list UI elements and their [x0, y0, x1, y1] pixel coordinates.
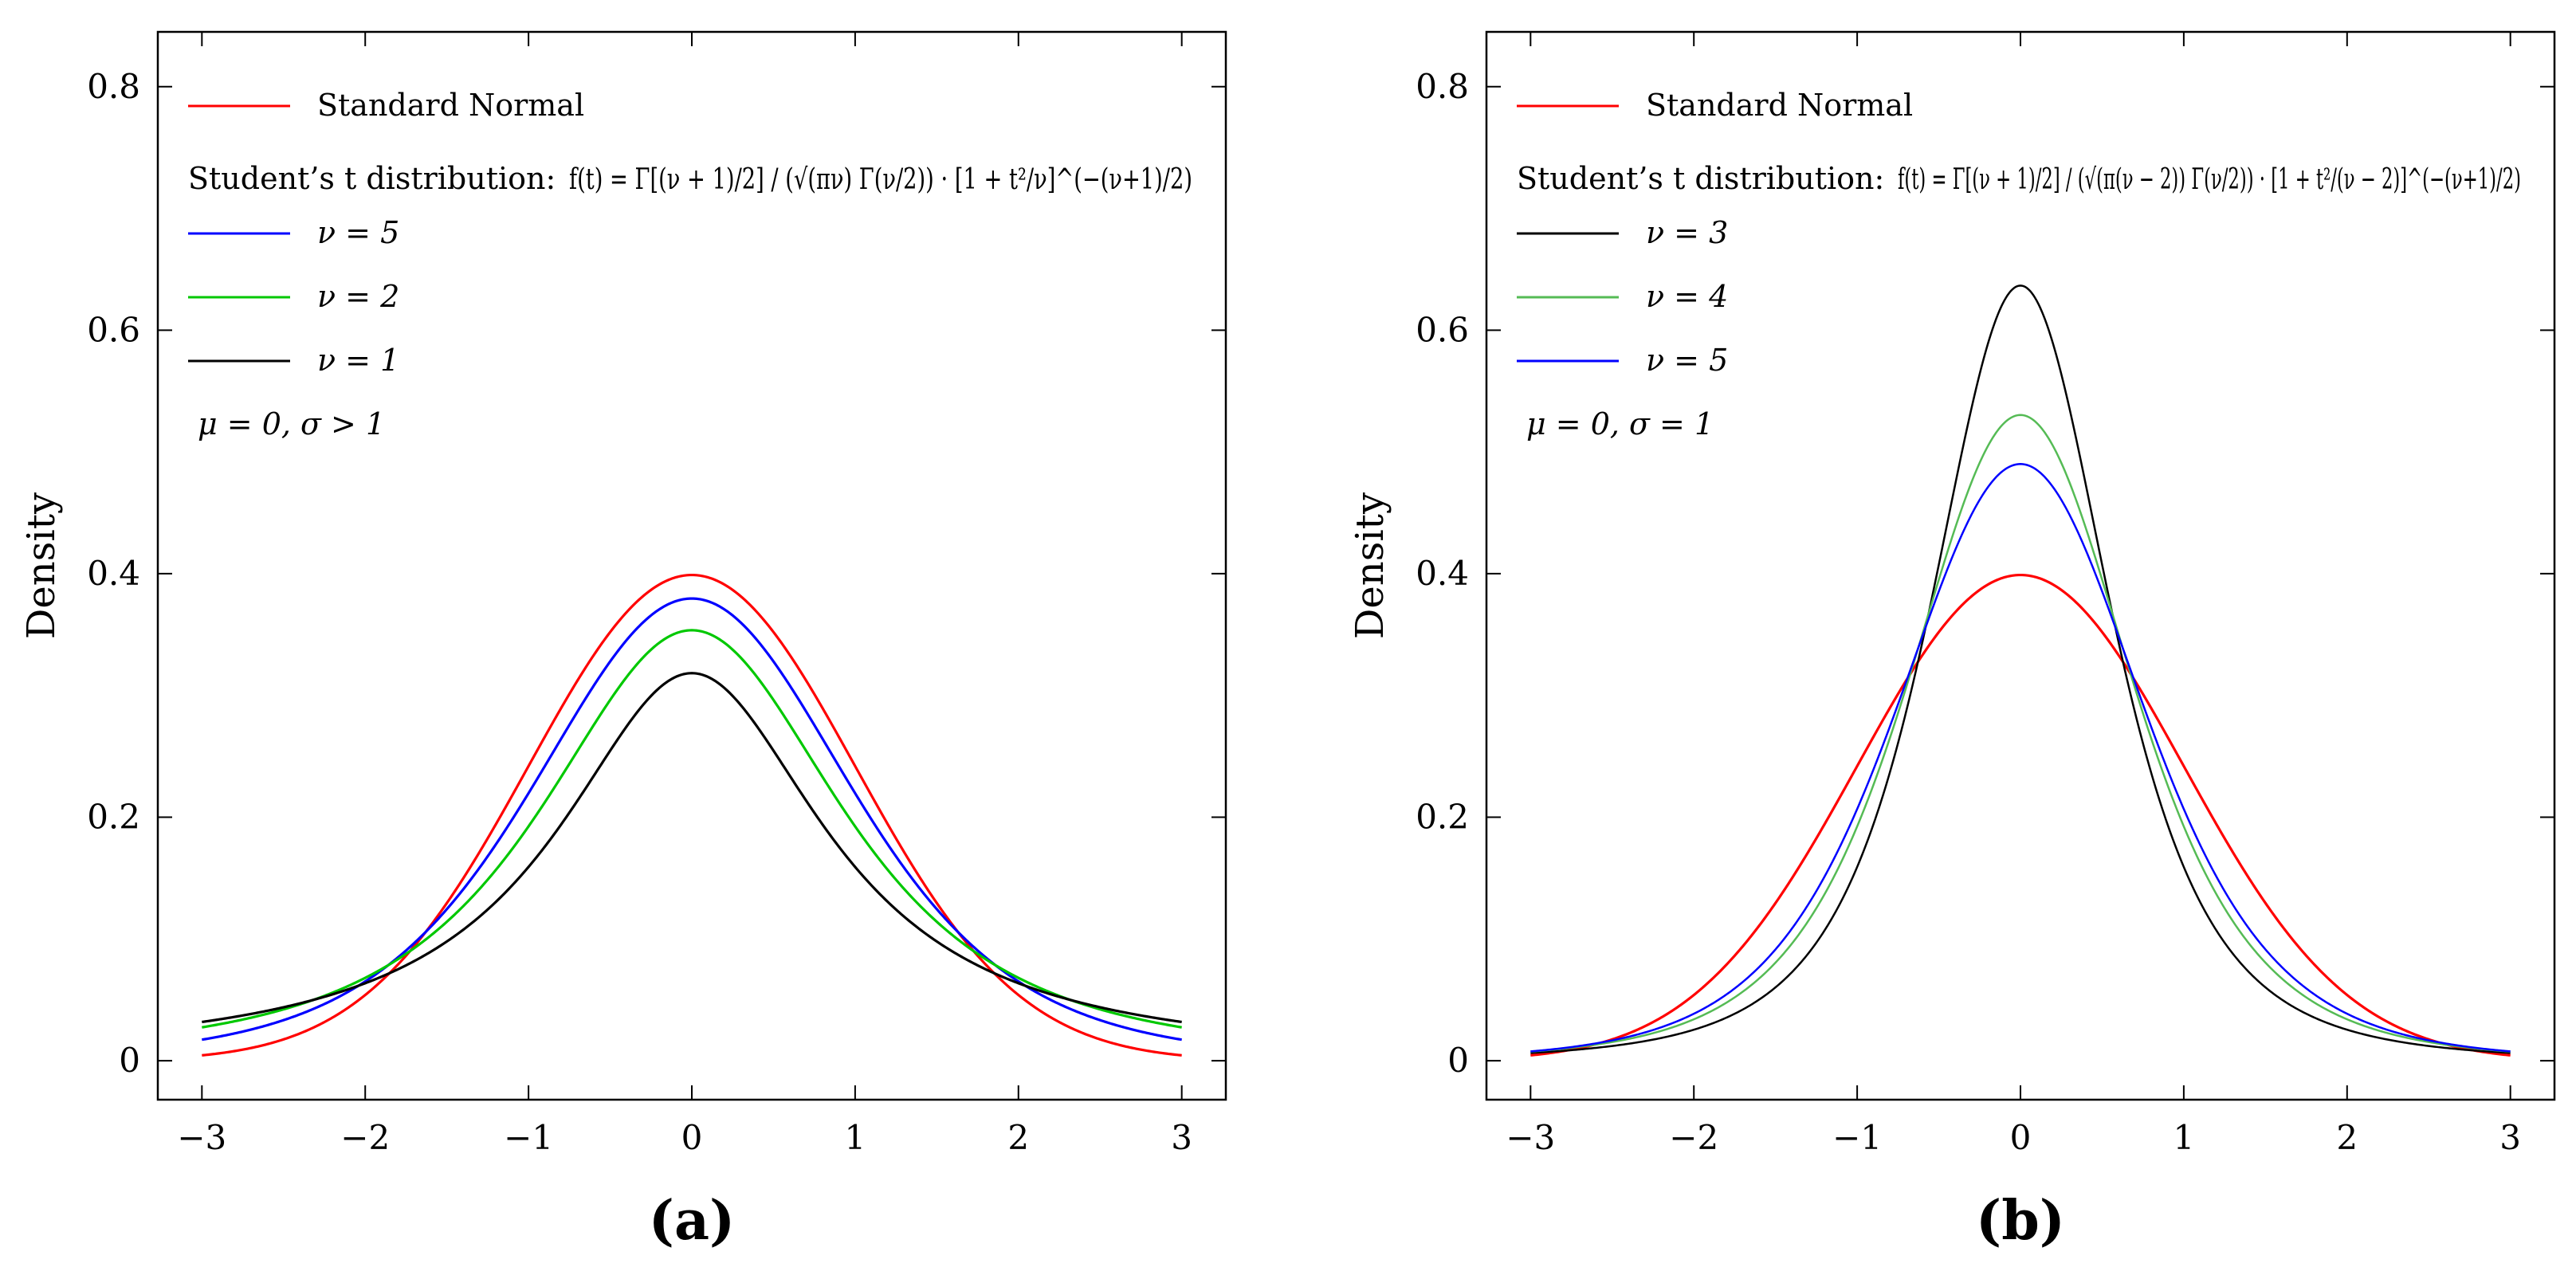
y-tick-label: 0 [119, 1041, 140, 1080]
y-tick-label: 0.6 [87, 310, 140, 349]
x-tick-label: −1 [1832, 1118, 1882, 1157]
series-line-nu-3 [1530, 284, 2511, 1054]
series-line-standard-normal [202, 573, 1182, 1057]
y-tick-label: 0.8 [1416, 67, 1469, 106]
x-tick-label: −2 [1669, 1118, 1718, 1157]
annotation-text: μ = 0, σ = 1 [1526, 406, 1714, 441]
x-tick-label: 3 [1171, 1118, 1192, 1157]
x-tick-label: 1 [2174, 1118, 2195, 1157]
legend-entry: Standard Normal [1646, 88, 1913, 123]
y-tick-label: 0.4 [87, 554, 140, 593]
y-tick-label: 0 [1447, 1041, 1469, 1080]
legend-entry: ν = 1 [317, 343, 399, 378]
legend: Standard Normal Student’s t distribution:… [188, 88, 1192, 441]
panel-label: (a) [649, 1189, 735, 1253]
formula-label: Student’s t distribution: [188, 161, 556, 196]
series-line-nu-5 [1530, 463, 2511, 1053]
panel-label: (b) [1976, 1189, 2065, 1253]
legend-entry: ν = 4 [1646, 279, 1728, 314]
y-tick-label: 0.6 [1416, 310, 1469, 349]
formula-text: f(t) = Γ[(ν + 1)/2] / (√(πν) Γ(ν/2)) · [… [569, 163, 1192, 196]
y-tick-label: 0.2 [1416, 798, 1469, 837]
legend-entry: ν = 5 [1646, 343, 1728, 378]
x-tick-label: −2 [340, 1118, 390, 1157]
y-axis-label: Density [1348, 492, 1392, 639]
x-tick-label: −1 [504, 1118, 553, 1157]
x-tick-label: −3 [1506, 1118, 1555, 1157]
series-line-standard-normal [1530, 573, 2511, 1057]
formula-label: Student’s t distribution: [1517, 161, 1884, 196]
y-tick-label: 0.4 [1416, 554, 1469, 593]
legend-entry: ν = 3 [1646, 215, 1728, 250]
legend: Standard Normal Student’s t distribution:… [1517, 88, 2521, 441]
chart-panel-b: −3 −2 −1 0 1 2 3 0 0.2 0.4 0.6 0.8 Density Standard N… [1348, 30, 2556, 1253]
x-tick-label: 2 [1007, 1118, 1029, 1157]
y-tick-label: 0.8 [87, 67, 140, 106]
series-line-nu-1 [202, 672, 1182, 1024]
x-tick-label: 3 [2499, 1118, 2521, 1157]
x-tick-label: −3 [177, 1118, 226, 1157]
plot-frame [156, 30, 1227, 1101]
plot-frame [1485, 30, 2556, 1101]
annotation-text: μ = 0, σ > 1 [198, 406, 385, 441]
chart-panel-a: −3 −2 −1 0 1 2 3 0 0.2 0.4 0.6 0.8 Density Standard N… [19, 30, 1227, 1253]
y-axis-label: Density [19, 492, 64, 639]
x-tick-label: 0 [2010, 1118, 2032, 1157]
series-line-nu-5 [202, 597, 1182, 1042]
formula-text: f(t) = Γ[(ν + 1)/2] / (√(π(ν − 2)) Γ(ν/2… [1898, 163, 2521, 196]
legend-entry: Standard Normal [317, 88, 584, 123]
legend-entry: ν = 2 [317, 279, 399, 314]
x-tick-label: 1 [845, 1118, 866, 1157]
x-tick-label: 2 [2336, 1118, 2358, 1157]
y-tick-label: 0.2 [87, 798, 140, 837]
series-line-nu-2 [202, 629, 1182, 1029]
legend-entry: ν = 5 [317, 215, 399, 250]
x-tick-label: 0 [681, 1118, 703, 1157]
series-line-nu-4 [1530, 414, 2511, 1053]
